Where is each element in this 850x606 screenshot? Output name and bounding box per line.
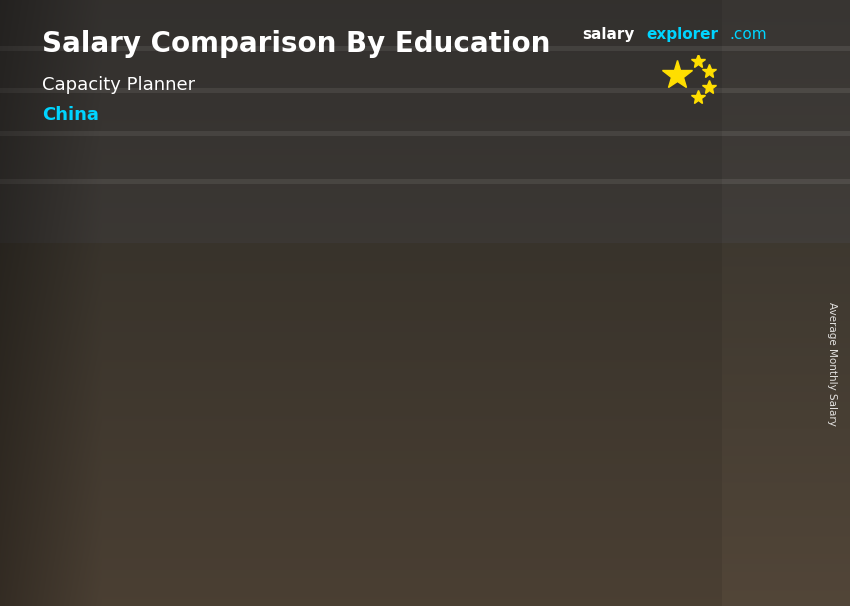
Text: 23,800 CNY: 23,800 CNY [267,343,357,357]
Text: 32,000 CNY: 32,000 CNY [441,286,531,300]
Text: Capacity Planner: Capacity Planner [42,76,196,94]
Bar [99,384,178,527]
Text: Salary Comparison By Education: Salary Comparison By Education [42,30,551,58]
Text: 20,700 CNY: 20,700 CNY [93,364,184,379]
Bar [700,247,709,527]
Text: +26%: +26% [539,155,607,175]
Text: explorer: explorer [646,27,718,42]
Bar [620,245,709,250]
Bar [273,362,351,527]
Text: +15%: +15% [191,273,259,293]
Bar [525,305,535,527]
Text: .com: .com [729,27,767,42]
Text: salary: salary [582,27,635,42]
Bar [620,247,700,527]
Bar [447,303,535,307]
Text: China: China [42,106,99,124]
Bar [351,362,361,527]
Bar [447,305,525,527]
Text: +35%: +35% [366,198,433,218]
Bar [273,360,361,364]
Text: Average Monthly Salary: Average Monthly Salary [827,302,837,425]
Text: 40,300 CNY: 40,300 CNY [615,228,706,242]
Bar [99,382,187,385]
Bar [178,384,187,527]
